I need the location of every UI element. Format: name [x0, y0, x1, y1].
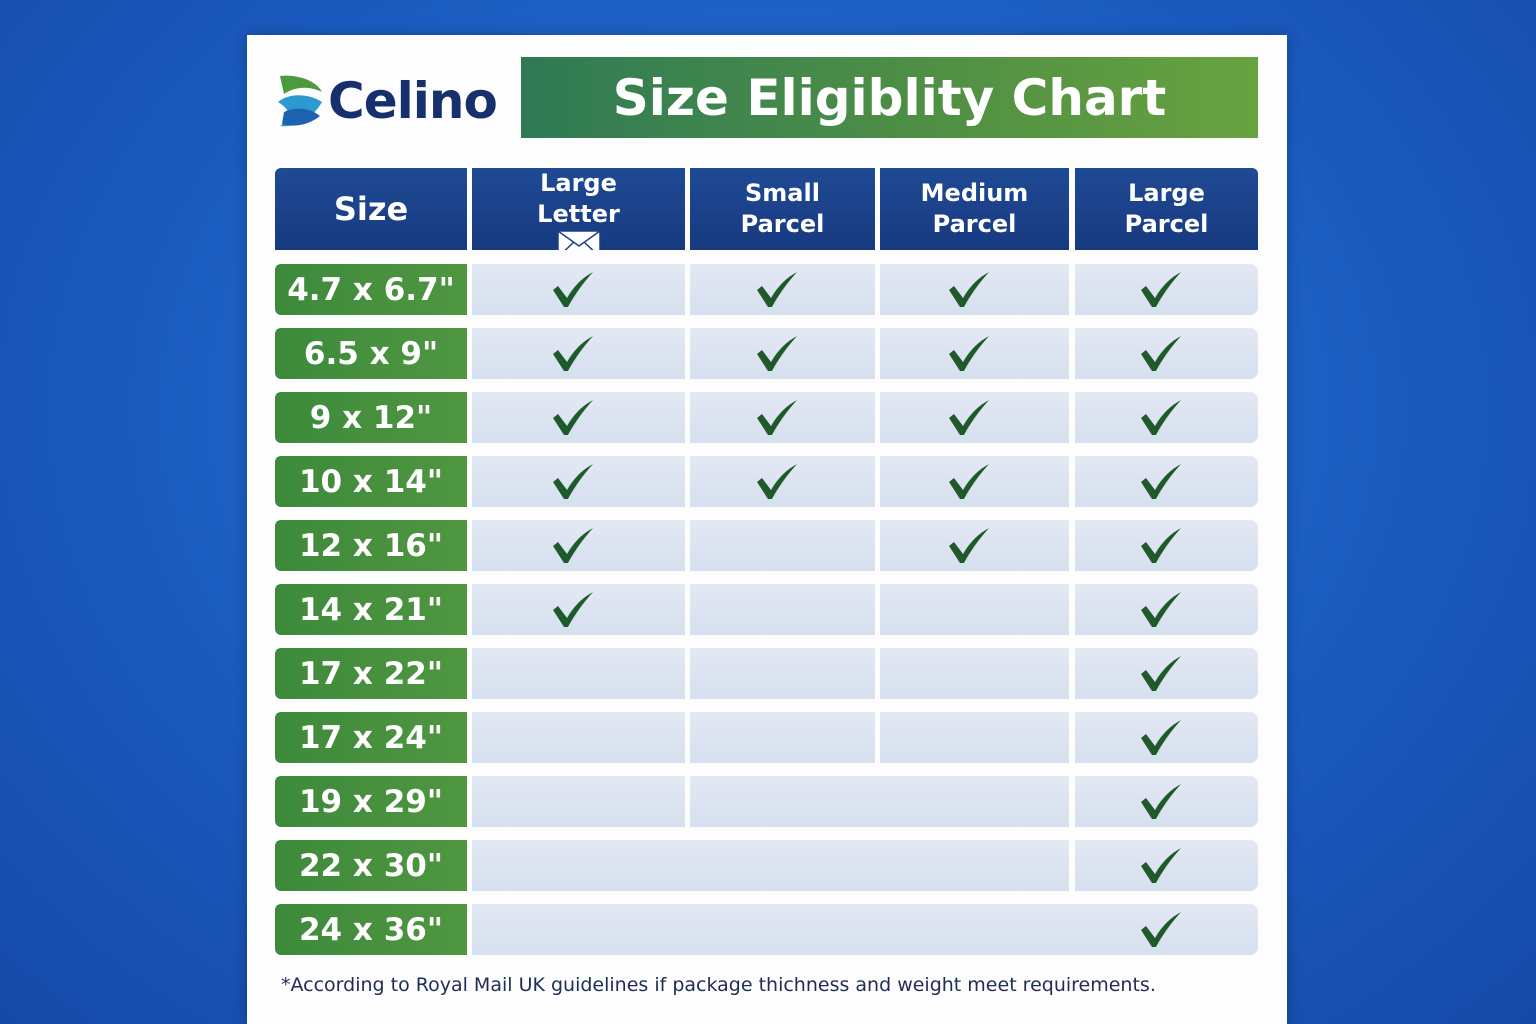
- footnote: *According to Royal Mail UK guidelines i…: [281, 974, 1156, 996]
- table-cell: [1075, 328, 1258, 379]
- size-label: 24 x 36": [275, 904, 467, 955]
- table-cell: [690, 328, 875, 379]
- size-label: 10 x 14": [275, 456, 467, 507]
- check-mark: [552, 528, 593, 563]
- logo: Celino: [328, 72, 498, 130]
- table-cell: [1075, 840, 1258, 891]
- check-mark: [1140, 336, 1181, 371]
- table-cell: [1075, 520, 1258, 571]
- table-cell: [1075, 456, 1258, 507]
- table-cell: [880, 328, 1069, 379]
- header-text: Small Parcel: [740, 179, 825, 238]
- check-mark: [948, 528, 989, 563]
- table-cell: [1075, 584, 1258, 635]
- table-cell: [690, 520, 875, 571]
- table-cell: [472, 648, 685, 699]
- check-mark: [1140, 656, 1181, 691]
- header-text: Size: [333, 189, 409, 228]
- check-mark: [756, 336, 797, 371]
- size-label: 19 x 29": [275, 776, 467, 827]
- table-cell: [690, 776, 1069, 827]
- table-cell: [1075, 712, 1258, 763]
- column-header: Small Parcel: [690, 168, 875, 250]
- table-cell: [472, 264, 685, 315]
- check-mark: [1140, 592, 1181, 627]
- table-cell: [472, 328, 685, 379]
- size-label: 22 x 30": [275, 840, 467, 891]
- check-mark: [948, 400, 989, 435]
- table-cell: [472, 840, 1069, 891]
- table-cell: [690, 264, 875, 315]
- table-cell: [690, 392, 875, 443]
- check-mark: [948, 336, 989, 371]
- check-mark: [552, 464, 593, 499]
- column-header: Large Letter: [472, 168, 685, 250]
- table-cell: [690, 456, 875, 507]
- table-cell: [472, 584, 685, 635]
- check-mark: [1140, 528, 1181, 563]
- table-cell: [1075, 392, 1258, 443]
- table-cell: [472, 520, 685, 571]
- header-text: Large Parcel: [1124, 179, 1209, 238]
- logo-icon: [278, 75, 322, 127]
- table-cell: [472, 776, 685, 827]
- check-mark: [756, 272, 797, 307]
- table-cell: [690, 584, 875, 635]
- size-label: 9 x 12": [275, 392, 467, 443]
- check-mark: [756, 464, 797, 499]
- check-mark: [948, 464, 989, 499]
- check-mark: [552, 336, 593, 371]
- table-cell: [880, 648, 1069, 699]
- table-cell: [1075, 648, 1258, 699]
- check-mark: [1140, 464, 1181, 499]
- table-cell: [690, 712, 875, 763]
- check-mark: [552, 272, 593, 307]
- title-banner: Size Eligiblity Chart: [521, 57, 1258, 138]
- size-label: 17 x 24": [275, 712, 467, 763]
- check-mark: [1140, 848, 1181, 883]
- table-cell: [472, 456, 685, 507]
- check-mark: [1140, 272, 1181, 307]
- table-cell: [1075, 776, 1258, 827]
- column-header: Medium Parcel: [880, 168, 1069, 250]
- header-text: Medium Parcel: [920, 179, 1029, 238]
- check-mark: [948, 272, 989, 307]
- size-label: 12 x 16": [275, 520, 467, 571]
- table-cell: [880, 584, 1069, 635]
- header-text: Large Letter: [537, 169, 620, 228]
- table-cell: [880, 392, 1069, 443]
- check-mark: [756, 400, 797, 435]
- check-mark: [1140, 912, 1181, 947]
- check-mark: [552, 592, 593, 627]
- envelope-icon: [556, 230, 601, 250]
- table-cell: [472, 712, 685, 763]
- table-cell: [880, 456, 1069, 507]
- check-mark: [1140, 400, 1181, 435]
- table-cell: [472, 904, 1258, 955]
- table-cell: [472, 392, 685, 443]
- check-mark: [1140, 784, 1181, 819]
- column-header: Size: [275, 168, 467, 250]
- table-cell: [1075, 264, 1258, 315]
- check-mark: [552, 400, 593, 435]
- size-label: 17 x 22": [275, 648, 467, 699]
- table-cell: [690, 648, 875, 699]
- table-cell: [880, 264, 1069, 315]
- table-cell: [880, 712, 1069, 763]
- size-label: 4.7 x 6.7": [275, 264, 467, 315]
- table-cell: [880, 520, 1069, 571]
- check-mark: [1140, 720, 1181, 755]
- column-header: Large Parcel: [1075, 168, 1258, 250]
- size-label: 6.5 x 9": [275, 328, 467, 379]
- size-label: 14 x 21": [275, 584, 467, 635]
